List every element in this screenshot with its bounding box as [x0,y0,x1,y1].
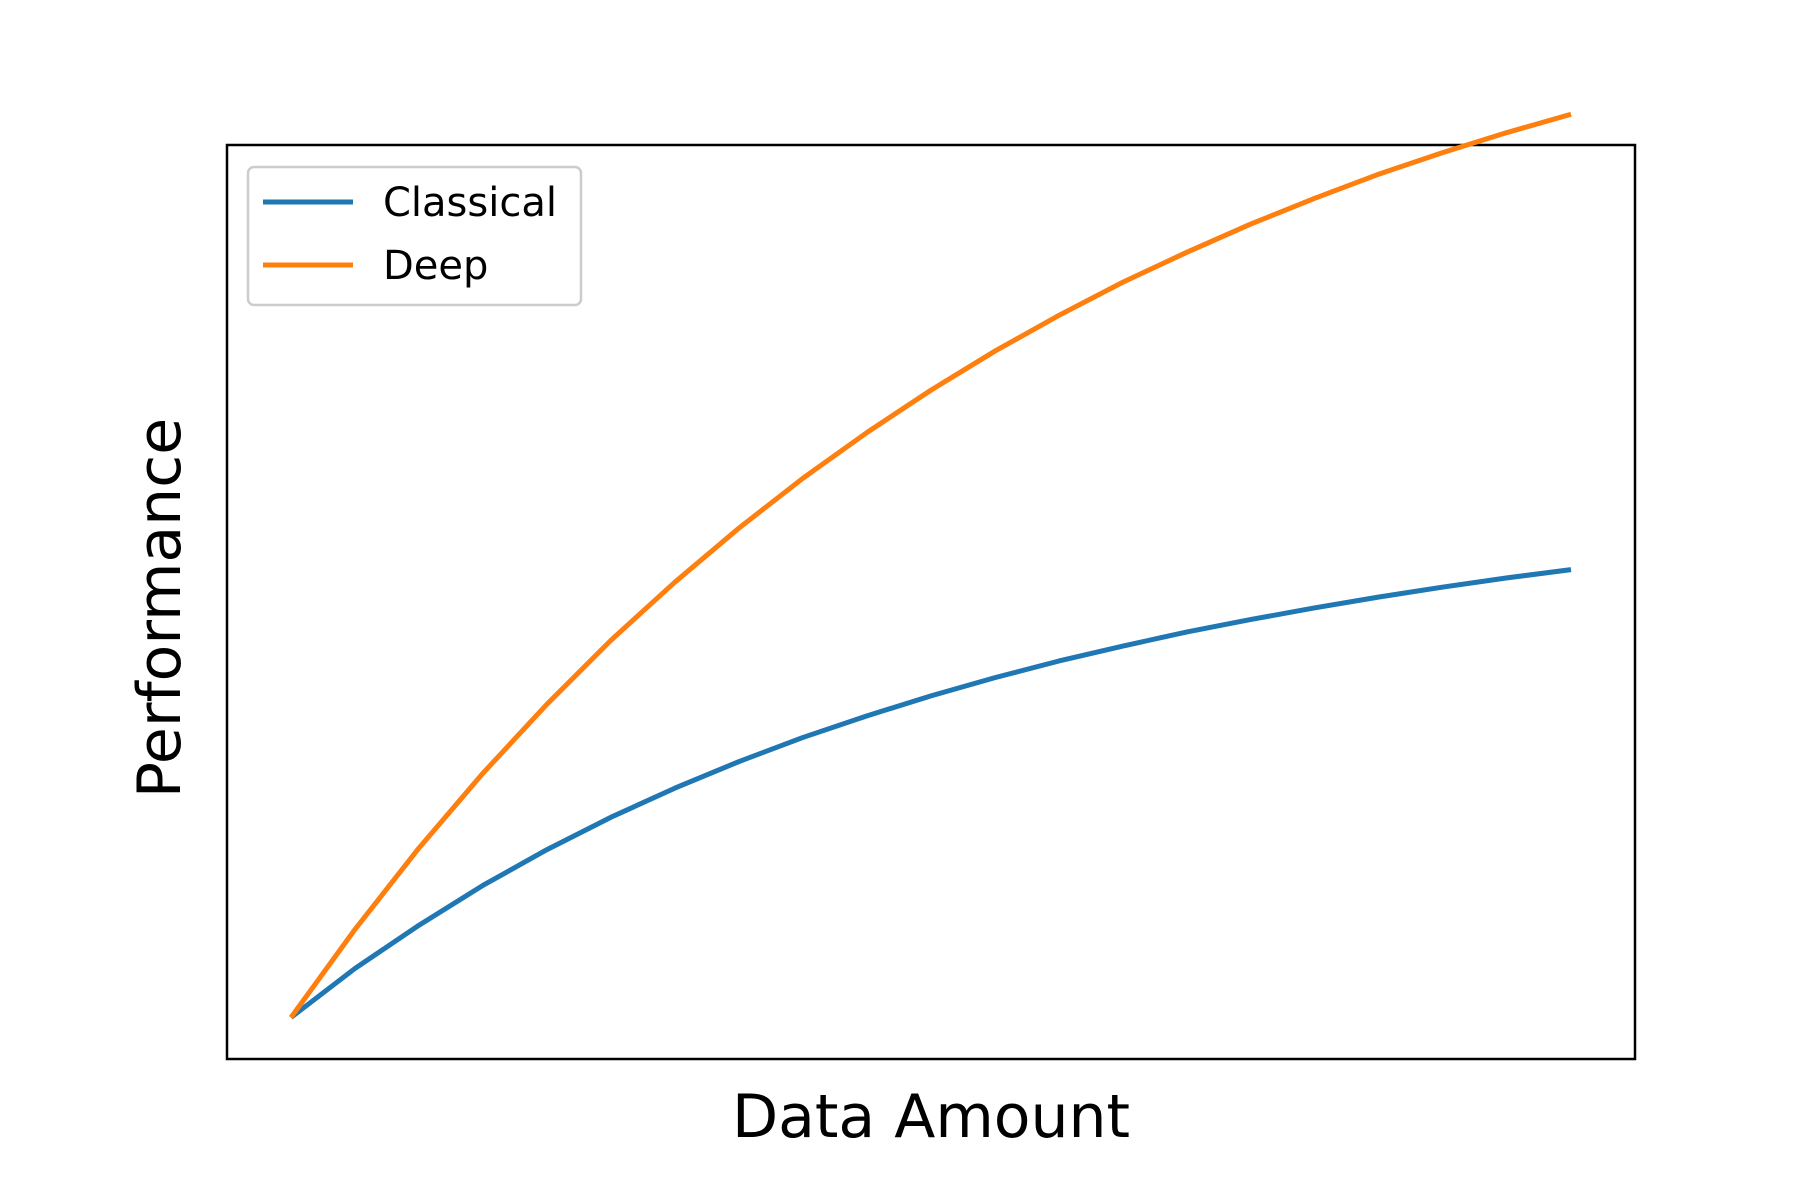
series-layer [288,111,1572,1020]
legend-label-deep: Deep [383,243,488,289]
legend-label-classical: Classical [383,180,557,226]
series-line-classical [289,567,1572,1020]
series-line-deep [288,111,1572,1019]
y-axis-label: Performance [125,418,195,798]
legend: Classical Deep [246,165,583,307]
x-axis-label: Data Amount [732,1082,1130,1152]
